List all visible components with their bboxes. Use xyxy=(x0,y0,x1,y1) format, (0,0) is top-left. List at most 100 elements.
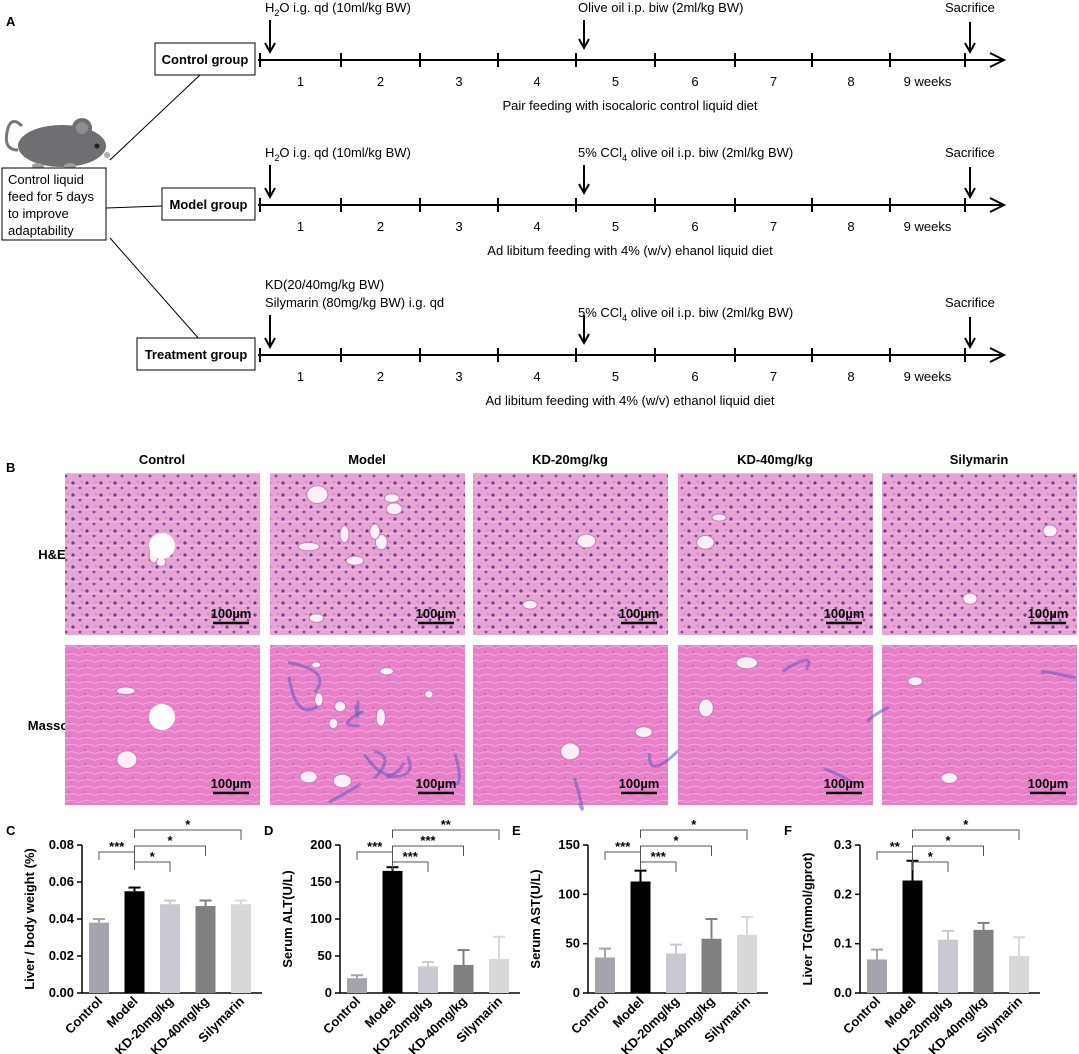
y-tick-label: 150 xyxy=(558,837,580,852)
scale-bar-label: 100µm xyxy=(416,776,457,791)
y-axis-label: Serum AST(U/L) xyxy=(528,869,543,968)
x-tick-label: Control xyxy=(320,994,363,1037)
significance-bracket xyxy=(134,845,206,856)
scale-bar-label: 100µm xyxy=(211,776,252,791)
vessel xyxy=(116,686,136,696)
group-name: Model group xyxy=(170,197,248,212)
week-label: 4 xyxy=(533,369,540,384)
bar xyxy=(124,891,145,993)
significance-label: *** xyxy=(420,833,436,848)
timeline-head xyxy=(989,197,1007,213)
significance-bracket xyxy=(392,829,500,840)
vessel xyxy=(332,773,352,789)
significance-bracket xyxy=(912,845,984,856)
significance-label: *** xyxy=(403,849,419,864)
vessel xyxy=(576,533,597,549)
vessel xyxy=(328,717,339,730)
x-tick-label: Control xyxy=(62,994,105,1037)
arrow-head xyxy=(578,333,590,346)
annotation-part: 5% CCl xyxy=(578,305,622,320)
bar xyxy=(938,939,958,993)
annotation: H2O i.g. qd (10ml/kg BW) xyxy=(265,0,411,18)
week-label: 5 xyxy=(612,219,619,234)
week-label: 5 xyxy=(612,74,619,89)
significance-label: * xyxy=(673,833,679,848)
vessel xyxy=(297,542,320,552)
vessel xyxy=(634,726,653,738)
x-tick-label: Control xyxy=(840,994,883,1037)
week-label: 3 xyxy=(455,74,462,89)
caption: Pair feeding with isocaloric control liq… xyxy=(502,98,757,113)
scale-bar-label: 100µm xyxy=(619,776,660,791)
significance-bracket xyxy=(912,829,1020,840)
week-label: 7 xyxy=(770,74,777,89)
significance-bracket xyxy=(134,861,171,872)
bar xyxy=(630,881,651,993)
bar xyxy=(737,934,757,993)
panel-label: D xyxy=(264,823,273,838)
y-tick-label: 0.00 xyxy=(49,985,74,1000)
annotation: H2O i.g. qd (10ml/kg BW) xyxy=(265,145,411,163)
significance-bracket xyxy=(640,861,677,872)
micrograph xyxy=(473,645,668,805)
significance-label: * xyxy=(928,849,934,864)
y-axis-label: Serum ALT(U/L) xyxy=(280,870,295,968)
fibrosis xyxy=(648,747,682,768)
week-label: 2 xyxy=(377,219,384,234)
week-label: 4 xyxy=(533,74,540,89)
vessel xyxy=(375,707,386,727)
significance-label: ** xyxy=(890,839,901,854)
fibrosis xyxy=(287,660,322,694)
vessel xyxy=(314,692,324,707)
fibrosis xyxy=(386,756,412,779)
significance-label: *** xyxy=(109,839,125,854)
y-axis-label: Liver / body weight (%) xyxy=(22,848,37,990)
column-header: Silymarin xyxy=(950,452,1009,467)
significance-bracket xyxy=(392,861,429,872)
group-box xyxy=(161,187,256,221)
fibrosis xyxy=(822,768,856,785)
week-label: 6 xyxy=(691,74,698,89)
connector xyxy=(109,237,201,341)
bar xyxy=(89,922,109,993)
week-label: 8 xyxy=(847,369,854,384)
vessel xyxy=(116,750,138,769)
week-label: 7 xyxy=(770,369,777,384)
caption: Ad libitum feeding with 4% (w/v) ethanol… xyxy=(485,393,774,408)
week-label: 7 xyxy=(770,219,777,234)
bar xyxy=(666,953,686,993)
bar xyxy=(347,978,367,993)
timeline-head xyxy=(989,347,1007,363)
panel-label: E xyxy=(512,823,521,838)
mouse-icon xyxy=(4,118,110,169)
column-header: Control xyxy=(139,452,185,467)
row-label: Masson xyxy=(28,718,76,733)
arrow-head xyxy=(578,183,590,196)
annotation: Silymarin (80mg/kg BW) i.g. qd xyxy=(265,295,444,310)
significance-label: ** xyxy=(441,817,452,832)
subscript: 4 xyxy=(622,313,627,323)
significance-label: * xyxy=(963,817,969,832)
bar xyxy=(231,904,251,993)
panel-label: C xyxy=(6,823,16,838)
scale-bar-label: 100µm xyxy=(416,606,457,621)
annotation: 5% CCl4 olive oil i.p. biw (2ml/kg BW) xyxy=(578,145,793,163)
y-tick-label: 0.0 xyxy=(834,985,852,1000)
annotation: 5% CCl4 olive oil i.p. biw (2ml/kg BW) xyxy=(578,305,793,323)
significance-bracket xyxy=(912,861,949,872)
significance-bracket xyxy=(356,851,393,862)
annotation-part: Olive oil i.p. biw (2ml/kg BW) xyxy=(578,0,743,15)
week-label: 3 xyxy=(455,219,462,234)
arrow-head xyxy=(964,42,976,55)
annotation: KD(20/40mg/kg BW) xyxy=(265,277,384,292)
significance-bracket xyxy=(98,851,135,862)
vessel xyxy=(735,656,759,670)
significance-bracket xyxy=(134,829,242,840)
significance-bracket xyxy=(392,845,464,856)
vessel xyxy=(299,770,318,784)
y-tick-label: 0.06 xyxy=(49,874,74,889)
significance-bracket xyxy=(640,845,712,856)
bar xyxy=(701,938,722,993)
vessel xyxy=(369,523,381,540)
